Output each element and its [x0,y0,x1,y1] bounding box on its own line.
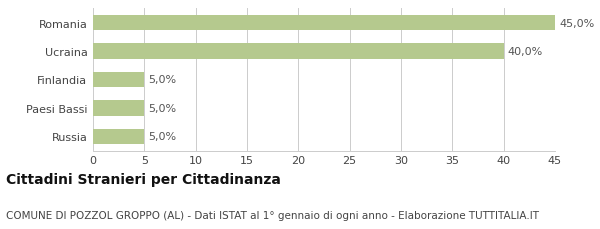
Bar [93,129,145,145]
Text: 5,0%: 5,0% [148,75,176,85]
Bar [93,72,145,88]
Text: 5,0%: 5,0% [148,104,176,114]
Bar [93,44,503,60]
Bar [93,101,145,116]
Text: COMUNE DI POZZOL GROPPO (AL) - Dati ISTAT al 1° gennaio di ogni anno - Elaborazi: COMUNE DI POZZOL GROPPO (AL) - Dati ISTA… [6,210,539,220]
Bar [93,16,555,31]
Text: 45,0%: 45,0% [559,19,595,28]
Text: 40,0%: 40,0% [508,47,543,57]
Text: Cittadini Stranieri per Cittadinanza: Cittadini Stranieri per Cittadinanza [6,173,281,187]
Text: 5,0%: 5,0% [148,132,176,142]
